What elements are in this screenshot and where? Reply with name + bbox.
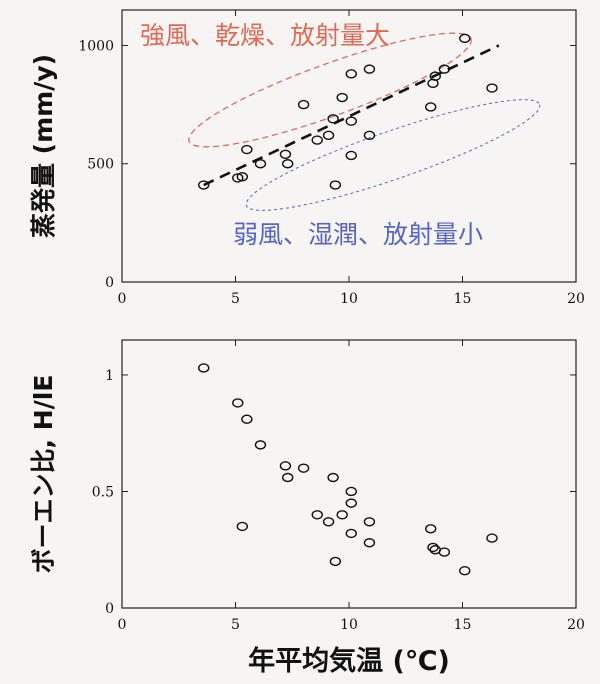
evaporation-data-point <box>322 130 335 141</box>
bowen-data-point <box>459 566 471 576</box>
evaporation-data-point <box>429 71 441 81</box>
bowen-data-point <box>438 547 451 557</box>
evaporation-x-tick-label: 10 <box>340 291 358 307</box>
bowen-y-tick-label: 0.5 <box>92 484 114 500</box>
bowen-x-tick-label: 20 <box>567 617 585 633</box>
evaporation-y-tick-label: 1000 <box>78 38 114 54</box>
bowen-data-point <box>322 517 335 527</box>
bowen-data-point <box>336 510 348 520</box>
evaporation-data-point <box>336 92 348 103</box>
humid-region-annotation: 弱風、湿潤、放射量小 <box>233 220 483 249</box>
bowen-data-point <box>198 363 210 373</box>
bowen-data-point <box>311 510 323 520</box>
evaporation-data-point <box>311 135 323 145</box>
bowen-plot-frame <box>121 339 577 609</box>
bowen-data-point <box>427 542 439 553</box>
evaporation-x-tick-label: 20 <box>567 291 585 307</box>
evaporation-data-point <box>459 33 471 44</box>
bowen-ratio-panel: 0 5 10 15 20 0 0.5 1 ボーエン比, H/lE 年平均気温 (℃) <box>29 339 585 677</box>
bowen-data-point <box>232 398 244 408</box>
bowen-y-tick-label: 0 <box>105 601 114 617</box>
bowen-x-tick-label: 5 <box>231 617 240 633</box>
evaporation-data-point <box>345 116 357 126</box>
bowen-data-point <box>297 463 310 473</box>
evaporation-data-point <box>241 144 253 155</box>
evaporation-data-point <box>198 180 210 190</box>
evaporation-y-axis-label: 蒸発量 (mm/y) <box>29 54 58 238</box>
bowen-y-axis-label: ボーエン比, H/lE <box>29 375 58 574</box>
bowen-x-tick-label: 0 <box>118 617 127 633</box>
bowen-data-point <box>363 517 376 527</box>
evaporation-data-point <box>425 102 437 112</box>
evaporation-data-point <box>438 64 451 74</box>
bowen-data-point <box>254 440 267 450</box>
bowen-data-point <box>425 524 437 534</box>
evaporation-data-point <box>363 130 376 141</box>
bowen-data-point <box>345 486 357 497</box>
evaporation-y-tick-label: 500 <box>87 157 114 173</box>
bowen-data-point <box>363 538 376 548</box>
evaporation-data-point <box>363 64 376 74</box>
evaporation-data-point <box>327 114 339 124</box>
evaporation-data-point <box>279 149 292 159</box>
dry-region-ellipse <box>188 32 472 148</box>
evaporation-data-point <box>486 83 498 93</box>
evaporation-data-point <box>297 99 310 110</box>
bowen-x-tick-label: 15 <box>454 617 472 633</box>
bowen-data-point <box>345 528 357 539</box>
bowen-data-point <box>241 414 253 424</box>
bowen-data-point <box>236 521 249 532</box>
temperature-x-axis-label: 年平均気温 (℃) <box>248 645 450 677</box>
bowen-data-point <box>345 498 357 508</box>
evaporation-x-tick-label: 15 <box>454 291 472 307</box>
bowen-x-tick-label: 10 <box>340 617 358 633</box>
bowen-data-point <box>329 556 342 567</box>
evaporation-data-point <box>345 69 357 79</box>
dry-region-annotation: 強風、乾燥、放射量大 <box>140 21 390 50</box>
bowen-y-tick-label: 1 <box>105 368 114 384</box>
evaporation-x-tick-label: 0 <box>118 291 127 307</box>
evaporation-data-point <box>254 159 267 169</box>
trend-line <box>203 44 500 187</box>
evaporation-y-tick-label: 0 <box>105 275 114 291</box>
evaporation-data-point <box>345 150 357 161</box>
evaporation-data-point <box>236 172 249 182</box>
evaporation-data-point <box>282 159 294 169</box>
bowen-data-point <box>486 533 498 543</box>
humid-region-ellipse <box>245 99 541 211</box>
evaporation-x-tick-label: 5 <box>231 291 240 307</box>
bowen-data-point <box>279 461 292 471</box>
evaporation-data-point <box>329 180 342 190</box>
bowen-data-point <box>327 472 339 483</box>
bowen-data-point <box>282 472 294 483</box>
evaporation-panel: 0 5 10 15 20 0 500 1000 強風、乾燥、放射量大 弱風、湿潤、放射量小 蒸… <box>29 9 585 307</box>
